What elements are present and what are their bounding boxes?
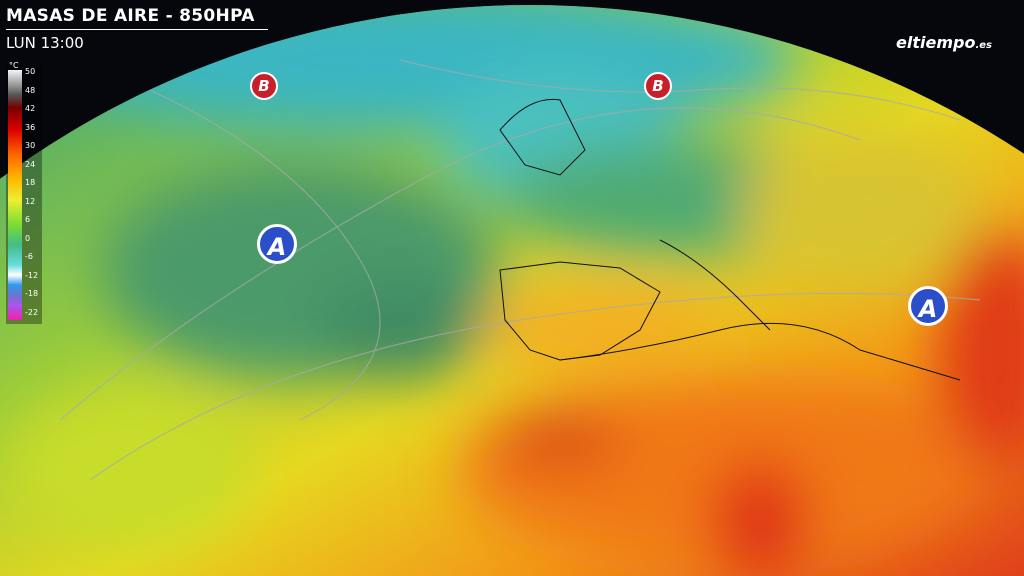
- legend-label: 48: [25, 85, 36, 95]
- legend-label: 12: [25, 196, 36, 206]
- time: LUN 13:00: [6, 34, 84, 52]
- pressure-marker: B: [644, 72, 672, 100]
- legend-label: 0: [25, 233, 31, 243]
- pressure-marker: A: [908, 286, 948, 326]
- legend-label: 30: [25, 141, 36, 150]
- legend-label: 50: [25, 67, 36, 76]
- logo-text: eltiempo: [896, 33, 976, 52]
- pressure-marker: B: [250, 72, 278, 100]
- legend-label: -12: [25, 270, 39, 280]
- divider: [6, 29, 268, 30]
- legend-label: 36: [25, 122, 36, 132]
- logo-suffix: .es: [975, 40, 992, 51]
- legend: °C 50 48 42 36 30 24 18 12 6 0 -6 -12 -18 -22: [6, 62, 42, 324]
- legend-label: -22: [25, 307, 39, 317]
- title: MASAS DE AIRE - 850HPA: [6, 6, 255, 26]
- legend-label: -18: [25, 289, 39, 298]
- legend-label: 18: [25, 178, 36, 187]
- legend-unit: °C: [9, 61, 19, 70]
- legend-label: 24: [25, 159, 36, 169]
- logo: eltiempo.es: [896, 33, 992, 52]
- legend-label: 42: [25, 104, 36, 113]
- color-scale: [8, 70, 22, 320]
- pressure-marker: A: [257, 224, 297, 264]
- legend-label: -6: [25, 252, 33, 261]
- legend-label: 6: [25, 215, 31, 224]
